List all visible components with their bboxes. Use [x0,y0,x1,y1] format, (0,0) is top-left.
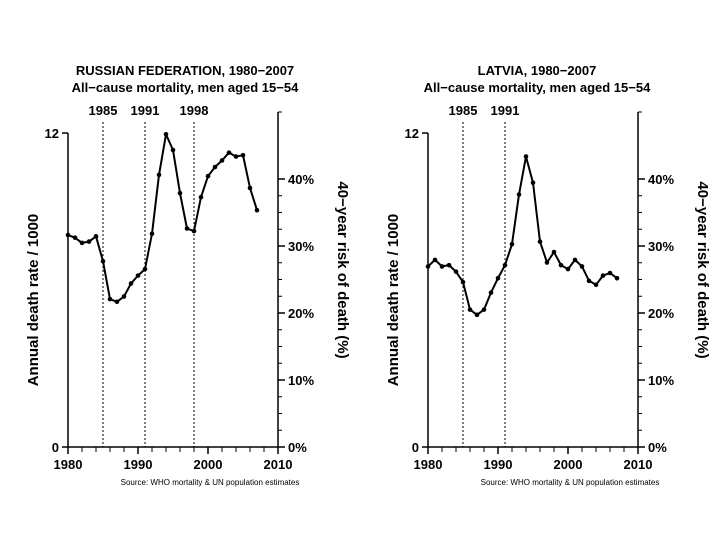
data-point [565,266,571,272]
data-point [135,273,141,278]
data-point [170,147,176,153]
data-point [128,281,134,286]
chart-panel-1: RUSSIAN FEDERATION, 1980−2007 All−cause m… [25,63,351,487]
data-point [100,258,106,264]
y-tick-label: 12 [45,126,59,141]
series-line [67,133,258,303]
data-point [72,235,78,240]
data-point [439,264,445,269]
y2-axis-label: 40−year risk of death (%) [334,181,351,358]
data-point [226,150,232,155]
y2-tick-label: 10% [288,373,314,388]
data-point [453,269,459,274]
event-marker-label: 1991 [491,103,520,118]
data-point [254,207,260,213]
data-point [495,275,501,281]
y-tick-label: 0 [412,440,419,455]
data-point [107,296,113,302]
event-marker-label: 1985 [89,103,118,118]
data-point [114,299,120,305]
data-point [551,249,557,255]
data-point [558,262,564,268]
data-point [530,180,536,186]
x-tick-label: 2000 [194,457,223,472]
chart-panel-2: LATVIA, 1980−2007 All−cause mortality, me… [385,63,711,487]
chart-subtitle: All−cause mortality, men aged 15−54 [424,80,651,95]
data-point [86,239,92,244]
x-tick-label: 2010 [264,457,293,472]
chart-title: RUSSIAN FEDERATION, 1980−2007 [76,63,294,78]
y-axis-label: Annual death rate / 1000 [25,214,42,387]
y2-tick-label: 20% [288,306,314,321]
data-point [93,234,99,239]
x-tick-label: 1980 [54,457,83,472]
data-point [425,264,431,269]
data-point [474,312,480,318]
data-point [523,154,529,159]
y-tick-label: 12 [405,126,419,141]
chart-title: LATVIA, 1980−2007 [478,63,597,78]
data-point [142,266,148,272]
data-point [600,273,606,278]
data-point [516,192,522,197]
data-point [488,290,494,295]
y2-axis-label: 40−year risk of death (%) [694,181,711,358]
data-point [198,194,204,200]
x-tick-label: 1990 [484,457,513,472]
series-line [427,155,618,316]
data-point [205,173,211,179]
data-point [544,260,550,265]
y2-tick-label: 30% [648,239,674,254]
y2-tick-label: 10% [648,373,674,388]
data-point [156,172,162,178]
y-axis-label: Annual death rate / 1000 [385,214,402,387]
data-point [502,262,508,268]
data-point [247,185,253,191]
data-point [614,275,620,281]
data-point [121,294,127,299]
event-marker-label: 1991 [131,103,160,118]
chart-subtitle: All−cause mortality, men aged 15−54 [72,80,299,95]
data-point [586,278,592,284]
y2-tick-label: 40% [648,172,674,187]
event-marker-label: 1998 [180,103,209,118]
data-point [212,164,218,170]
event-marker-label: 1985 [449,103,478,118]
data-point [79,240,85,246]
data-point [191,228,197,234]
data-point [446,262,452,268]
data-point [579,264,585,269]
data-point [509,241,515,247]
data-point [65,232,71,238]
data-point [163,132,169,137]
data-point [432,257,438,263]
data-point [219,158,225,163]
data-point [177,190,183,196]
data-point [481,307,487,312]
source-note: Source: WHO mortality & UN population es… [121,478,300,487]
x-tick-label: 2000 [554,457,583,472]
y2-tick-label: 0% [288,440,307,455]
y-tick-label: 0 [52,440,59,455]
data-point [240,152,246,158]
y2-tick-label: 40% [288,172,314,187]
y2-tick-label: 20% [648,306,674,321]
x-tick-label: 1980 [414,457,443,472]
x-tick-label: 2010 [624,457,653,472]
data-point [460,279,466,285]
data-point [467,307,473,312]
data-point [184,226,190,231]
data-point [607,270,613,276]
y2-tick-label: 0% [648,440,667,455]
data-point [149,231,155,237]
data-point [572,257,578,263]
data-point [537,239,543,244]
data-point [593,282,599,288]
y2-tick-label: 30% [288,239,314,254]
source-note: Source: WHO mortality & UN population es… [481,478,660,487]
data-point [233,154,239,159]
x-tick-label: 1990 [124,457,153,472]
